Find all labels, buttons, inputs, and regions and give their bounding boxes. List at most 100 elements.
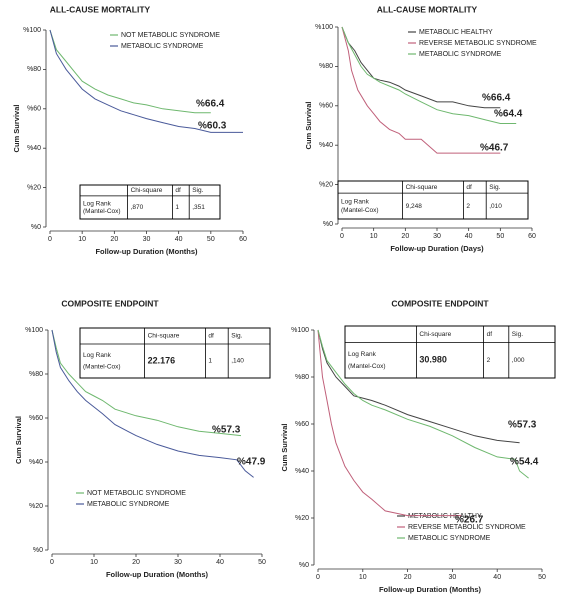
y-tick-label: %40 [27, 145, 41, 152]
x-tick-label: 50 [258, 559, 266, 566]
table-cell: 22.176 [148, 355, 176, 365]
survival-curve [341, 26, 517, 124]
table-header: df [208, 333, 214, 340]
table-cell: 1 [175, 204, 179, 211]
x-tick-label: 20 [404, 574, 412, 581]
annotation: %66.4 [196, 99, 225, 110]
table-header: Sig. [231, 333, 242, 340]
y-tick-label: %100 [25, 327, 43, 334]
legend-label: REVERSE METABOLIC SYNDROME [408, 524, 526, 531]
survival-curve [49, 29, 211, 114]
annotation: %66.4 [482, 93, 511, 104]
table-row-label: (Mantel-Cox) [83, 208, 121, 215]
x-axis-label: Follow-up Duration (Days) [390, 244, 484, 253]
legend-label: METABOLIC HEALTHY [419, 29, 493, 36]
x-tick-label: 10 [90, 559, 98, 566]
y-tick-label: %80 [319, 63, 333, 70]
survival-curve [317, 329, 462, 517]
chart-title: ALL-CAUSE MORTALITY [377, 4, 478, 14]
table-cell: ,140 [231, 358, 244, 365]
legend-label: METABOLIC SYNDROME [121, 43, 204, 50]
legend-label: METABOLIC SYNDROME [419, 51, 502, 58]
y-tick-label: %100 [315, 24, 333, 31]
x-tick-label: 40 [175, 236, 183, 243]
legend-label: NOT METABOLIC SYNDROME [87, 490, 186, 497]
y-tick-label: %40 [295, 468, 309, 475]
x-tick-label: 30 [449, 574, 457, 581]
table-header: df [175, 187, 181, 194]
x-tick-label: 40 [216, 559, 224, 566]
survival-curve [51, 329, 242, 437]
legend-label: NOT METABOLIC SYNDROME [121, 32, 220, 39]
table-cell: ,000 [512, 357, 525, 364]
x-tick-label: 60 [239, 236, 247, 243]
x-tick-label: 30 [433, 233, 441, 240]
legend-label: REVERSE METABOLIC SYNDROME [419, 40, 537, 47]
y-tick-label: %20 [27, 184, 41, 191]
survival-curve [341, 26, 501, 109]
x-tick-label: 0 [340, 233, 344, 240]
y-tick-label: %0 [33, 547, 43, 554]
x-axis-label: Follow-up Duration (Months) [106, 570, 209, 579]
table-cell: ,351 [192, 204, 205, 211]
table-row-label: Log Rank [83, 352, 112, 359]
table-row-label: Log Rank [83, 200, 112, 207]
annotation: %60.3 [198, 121, 227, 132]
table-cell: ,870 [131, 204, 144, 211]
table-header: Chi-square [148, 333, 180, 340]
y-axis-label: Cum Survival [280, 424, 289, 472]
table-row-label: (Mantel-Cox) [348, 363, 386, 370]
annotation: %47.9 [237, 457, 266, 468]
annotation: %26.7 [455, 515, 484, 526]
y-tick-label: %60 [29, 415, 43, 422]
y-tick-label: %0 [299, 562, 309, 569]
y-tick-label: %20 [29, 503, 43, 510]
survival-curve [49, 29, 243, 133]
x-axis-label: Follow-up Duration (Months) [95, 247, 198, 256]
x-tick-label: 0 [48, 236, 52, 243]
chart-title: COMPOSITE ENDPOINT [61, 298, 159, 308]
x-tick-label: 50 [538, 574, 546, 581]
annotation: %54.4 [510, 457, 539, 468]
y-tick-label: %0 [31, 224, 41, 231]
stats-table [337, 180, 529, 220]
table-header: Sig. [192, 187, 203, 194]
table-row-label: Log Rank [341, 198, 370, 205]
table-header: Sig. [489, 184, 500, 191]
y-tick-label: %60 [27, 106, 41, 113]
x-tick-label: 0 [50, 559, 54, 566]
x-tick-label: 40 [465, 233, 473, 240]
survival-curve [317, 329, 529, 479]
legend-label: METABOLIC SYNDROME [408, 535, 491, 542]
chart-title: ALL-CAUSE MORTALITY [50, 4, 151, 14]
legend-label: METABOLIC SYNDROME [87, 501, 170, 508]
x-tick-label: 50 [496, 233, 504, 240]
annotation: %57.3 [212, 425, 241, 436]
legend-label: METABOLIC HEALTHY [408, 513, 482, 520]
chart-title: COMPOSITE ENDPOINT [391, 298, 489, 308]
y-tick-label: %40 [319, 142, 333, 149]
x-tick-label: 30 [143, 236, 151, 243]
table-cell: ,010 [489, 203, 502, 210]
table-row-label: (Mantel-Cox) [341, 207, 379, 214]
x-tick-label: 20 [132, 559, 140, 566]
x-tick-label: 60 [528, 233, 536, 240]
stats-table [344, 325, 556, 379]
y-tick-label: %60 [319, 103, 333, 110]
table-cell: 2 [487, 357, 491, 364]
survival-curve [341, 26, 501, 154]
y-tick-label: %20 [319, 181, 333, 188]
stats-table [79, 184, 221, 220]
y-tick-label: %60 [295, 421, 309, 428]
x-tick-label: 20 [110, 236, 118, 243]
x-tick-label: 10 [370, 233, 378, 240]
table-header: Chi-square [406, 184, 438, 191]
y-tick-label: %20 [295, 515, 309, 522]
table-cell: 1 [208, 358, 212, 365]
x-tick-label: 0 [316, 574, 320, 581]
table-row-label: Log Rank [348, 351, 377, 358]
table-cell: 9,248 [406, 203, 423, 210]
table-header: df [466, 184, 472, 191]
x-tick-label: 10 [78, 236, 86, 243]
